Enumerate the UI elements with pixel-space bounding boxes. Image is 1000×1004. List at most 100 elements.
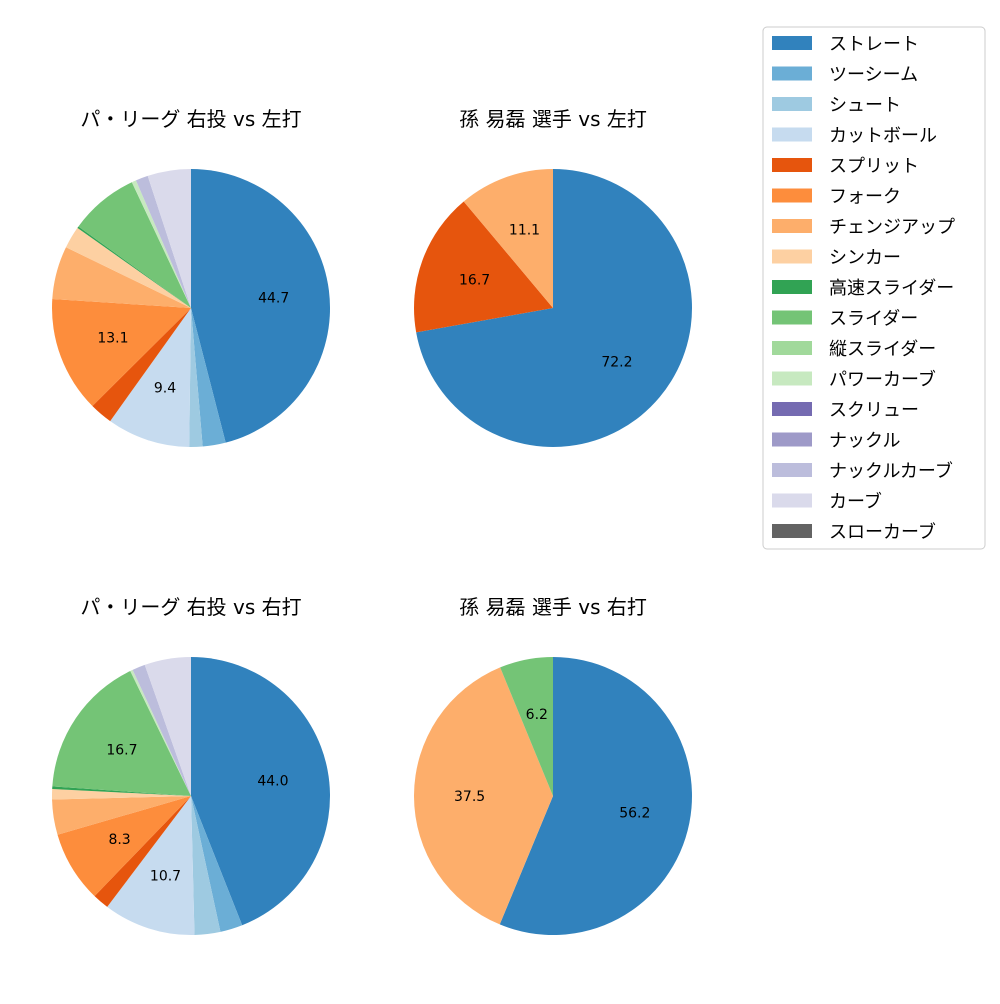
slice-label: 44.7	[258, 291, 289, 307]
slice-label: 10.7	[150, 868, 181, 884]
slice-label: 9.4	[154, 380, 176, 396]
legend-item: ストレート	[772, 34, 919, 55]
legend-item: パワーカーブ	[772, 369, 936, 391]
legend-swatch	[772, 432, 812, 447]
legend-label: ツーシーム	[829, 65, 918, 86]
legend-label: 縦スライダー	[829, 339, 936, 360]
legend-label: シュート	[829, 95, 901, 116]
legend-label: 高速スライダー	[829, 278, 954, 299]
legend-swatch	[772, 188, 812, 203]
legend-swatch	[772, 280, 812, 294]
slice-label: 8.3	[108, 832, 130, 848]
pie-slice	[131, 180, 191, 308]
legend-swatch	[772, 97, 812, 111]
legend-item: ナックル	[772, 431, 900, 452]
pie-chart-4: 孫 易磊 選手 vs 右打 56.2 37.5 6.2	[413, 595, 692, 935]
chart-title: パ・リーグ 右投 vs 右打	[80, 595, 301, 619]
pie-slice	[463, 169, 553, 308]
pie-slice	[416, 168, 693, 447]
legend-swatch	[772, 158, 812, 172]
legend-item: 縦スライダー	[772, 339, 936, 360]
pie-slice	[191, 169, 331, 443]
legend-label: スクリュー	[829, 400, 919, 421]
slice-label: 16.7	[106, 742, 137, 758]
pie-slice	[191, 796, 243, 932]
pie-slice	[52, 247, 191, 308]
pie-slice	[52, 786, 192, 796]
legend-item: スクリュー	[772, 400, 919, 421]
legend-label: カットボール	[829, 126, 937, 147]
legend-swatch	[772, 493, 812, 508]
pie-slice	[191, 796, 221, 935]
legend-item: フォーク	[772, 187, 901, 208]
legend-label: ナックル	[829, 431, 900, 452]
pie-chart-2: 孫 易磊 選手 vs 左打 72.2 16.7 11.1	[414, 107, 693, 447]
pie-slice	[413, 667, 553, 925]
pie-slice	[144, 657, 191, 796]
legend-frame	[762, 26, 986, 550]
slice-label: 37.5	[454, 789, 485, 805]
legend-item: カーブ	[772, 491, 882, 513]
pie-slice	[189, 308, 203, 448]
legend-item: ナックルカーブ	[772, 460, 953, 482]
legend-label: シンカー	[829, 248, 901, 269]
pie-slice	[132, 664, 191, 796]
pie-slice	[51, 299, 191, 406]
pie-slice	[191, 656, 331, 926]
legend: ストレートツーシームシュートカットボールスプリットフォークチェンジアップシンカー…	[762, 26, 986, 550]
legend-label: パワーカーブ	[829, 369, 936, 391]
chart-title: 孫 易磊 選手 vs 右打	[459, 595, 647, 619]
legend-label: ナックルカーブ	[829, 460, 953, 482]
legend-item: ツーシーム	[772, 65, 918, 86]
chart-title: 孫 易磊 選手 vs 左打	[459, 107, 647, 131]
legend-label: カーブ	[829, 491, 882, 513]
legend-label: フォーク	[829, 187, 901, 208]
legend-swatch	[772, 463, 812, 477]
slice-label: 56.2	[619, 805, 650, 821]
pie-slice	[191, 308, 226, 447]
pie-slice	[499, 657, 692, 935]
legend-swatch	[772, 402, 812, 416]
legend-label: スローカーブ	[829, 521, 936, 543]
slice-label: 6.2	[526, 707, 548, 723]
pie-chart-1: パ・リーグ 右投 vs 左打 44.7 9.4 13.1	[51, 107, 331, 448]
slice-label: 16.7	[459, 273, 490, 289]
legend-label: スライダー	[829, 309, 918, 330]
pie-slice	[130, 669, 191, 796]
legend-item: スプリット	[772, 156, 919, 177]
slice-label: 72.2	[601, 355, 632, 371]
legend-item: チェンジアップ	[772, 217, 955, 238]
pie-slice	[51, 789, 191, 800]
slice-label: 44.0	[257, 773, 288, 789]
legend-item: スライダー	[772, 309, 918, 330]
legend-swatch	[772, 524, 812, 538]
legend-swatch	[772, 127, 812, 142]
legend-swatch	[772, 310, 812, 325]
slice-label: 11.1	[509, 223, 540, 239]
pie-slice	[78, 182, 191, 308]
pie-slice	[77, 226, 191, 308]
pie-slice	[94, 796, 191, 907]
legend-label: ストレート	[829, 34, 919, 55]
pie-slice	[107, 796, 195, 936]
pie-slice	[110, 308, 191, 447]
pie-slice	[500, 657, 553, 796]
legend-item: 高速スライダー	[772, 278, 954, 299]
legend-item: シンカー	[772, 248, 901, 269]
slice-label: 13.1	[97, 330, 128, 346]
pie-chart-3: パ・リーグ 右投 vs 右打 44.0 10.7 8.3 16.7	[51, 595, 331, 936]
legend-swatch	[772, 341, 812, 355]
pie-slice	[92, 308, 191, 422]
legend-swatch	[772, 249, 812, 264]
legend-label: チェンジアップ	[829, 217, 955, 238]
legend-swatch	[772, 36, 812, 50]
legend-item: スローカーブ	[772, 521, 936, 543]
pie-slice	[414, 201, 553, 333]
pie-slice	[52, 670, 191, 796]
legend-label: スプリット	[829, 156, 919, 177]
pie-slice	[57, 796, 191, 897]
legend-item: カットボール	[772, 126, 937, 147]
legend-swatch	[772, 66, 812, 81]
